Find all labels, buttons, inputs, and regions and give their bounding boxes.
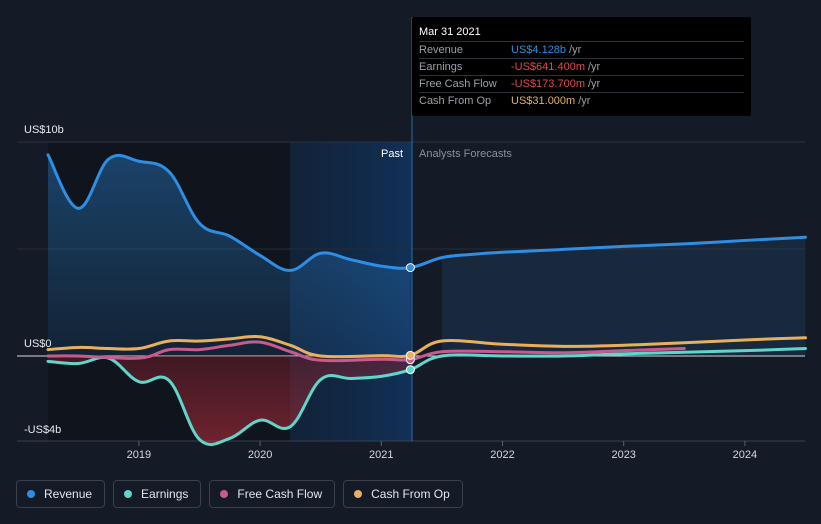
cfo-marker — [405, 350, 415, 360]
legend-dot-icon — [124, 490, 133, 498]
tooltip-row: Earnings -US$641.400m/yr — [419, 59, 744, 76]
tooltip-row-unit: /yr — [578, 95, 591, 107]
legend-label: Earnings — [141, 487, 189, 501]
fcf-line — [46, 340, 686, 363]
legend-label: Free Cash Flow — [237, 487, 323, 501]
chart-area: US$10b US$0 -US$4b Past Analysts Forecas… — [17, 17, 807, 461]
revenue-forecast-area — [441, 237, 806, 356]
tooltip: Mar 31 2021 Revenue US$4.128b/yr Earnings -… — [412, 17, 751, 116]
legend-label: Cash From Op — [371, 487, 450, 501]
legend: Revenue Earnings Free Cash Flow Cash From O… — [16, 480, 463, 508]
y-label-bottom: -US$4b — [24, 424, 61, 436]
revenue-marker — [405, 263, 415, 273]
tooltip-row-label: Revenue — [419, 44, 464, 56]
legend-item[interactable]: Earnings — [113, 480, 202, 508]
tooltip-row: Revenue US$4.128b/yr — [419, 42, 744, 59]
legend-label: Revenue — [44, 487, 93, 501]
past-label: Past — [381, 148, 403, 160]
x-tick-label: 2020 — [248, 449, 272, 461]
x-tick-label: 2023 — [611, 449, 635, 461]
tooltip-row: Free Cash Flow -US$173.700m/yr — [419, 76, 744, 93]
tooltip-row-value: -US$173.700m — [511, 78, 585, 90]
x-tick-label: 2019 — [127, 449, 151, 461]
earnings-area — [48, 356, 411, 445]
tooltip-row-value: US$31.000m — [511, 95, 576, 107]
cfo-line — [46, 334, 807, 359]
forecast-label: Analysts Forecasts — [419, 148, 512, 160]
tooltip-row-unit: /yr — [588, 61, 601, 73]
tooltip-row-label: Cash From Op — [419, 95, 492, 107]
legend-dot-icon — [220, 490, 229, 498]
earnings-line — [46, 347, 807, 447]
revenue-line — [46, 153, 807, 272]
earnings-marker — [405, 365, 415, 375]
y-label-top: US$10b — [24, 124, 64, 136]
tooltip-row-label: Earnings — [419, 61, 463, 73]
tooltip-row-value: -US$641.400m — [511, 61, 585, 73]
tooltip-row-value: US$4.128b — [511, 44, 567, 56]
x-tick-label: 2024 — [733, 449, 757, 461]
tooltip-row-label: Free Cash Flow — [419, 78, 497, 90]
legend-item[interactable]: Revenue — [16, 480, 106, 508]
legend-dot-icon — [354, 490, 363, 498]
tooltip-row-unit: /yr — [569, 44, 582, 56]
tooltip-date: Mar 31 2021 — [419, 24, 744, 42]
tooltip-row-unit: /yr — [588, 78, 601, 90]
legend-dot-icon — [27, 490, 35, 498]
x-tick-label: 2021 — [369, 449, 393, 461]
legend-item[interactable]: Cash From Op — [343, 480, 463, 508]
y-label-zero: US$0 — [24, 338, 52, 350]
legend-item[interactable]: Free Cash Flow — [209, 480, 336, 508]
tooltip-row: Cash From Op US$31.000m/yr — [419, 93, 744, 109]
revenue-area — [48, 154, 411, 356]
x-tick-label: 2022 — [490, 449, 514, 461]
